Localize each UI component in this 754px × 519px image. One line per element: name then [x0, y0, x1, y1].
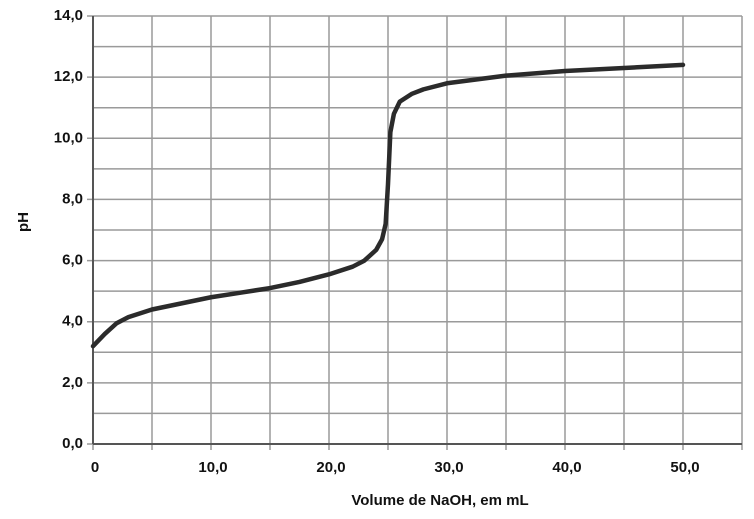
y-tick-label: 4,0: [62, 313, 83, 330]
x-tick-label: 30,0: [434, 459, 463, 476]
y-tick-label: 0,0: [62, 435, 83, 452]
y-axis-label: pH: [15, 212, 32, 232]
y-tick-label: 10,0: [54, 129, 83, 146]
x-tick-label: 10,0: [198, 459, 227, 476]
x-tick-label: 0: [91, 459, 99, 476]
y-tick-label: 14,0: [54, 7, 83, 24]
y-tick-label: 8,0: [62, 190, 83, 207]
x-axis-label: Volume de NaOH, em mL: [351, 492, 528, 509]
x-tick-label: 50,0: [670, 459, 699, 476]
y-tick-label: 12,0: [54, 68, 83, 85]
x-tick-label: 40,0: [552, 459, 581, 476]
x-tick-label: 20,0: [316, 459, 345, 476]
y-tick-label: 2,0: [62, 374, 83, 391]
line: [90, 62, 686, 349]
y-tick-label: 6,0: [62, 252, 83, 269]
